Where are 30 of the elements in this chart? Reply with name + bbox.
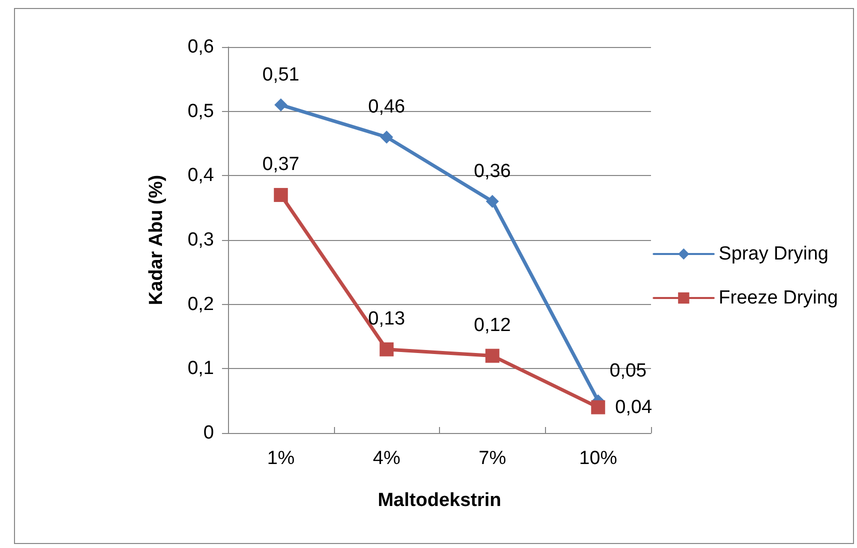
point [380, 130, 394, 144]
legend-label: Spray Drying [718, 244, 829, 264]
y-tick-label: 0,2 [188, 294, 214, 315]
point [591, 400, 606, 414]
data-label: 0,04 [615, 396, 653, 418]
y-tick-label: 0,3 [188, 230, 214, 250]
y-tick-label: 0,4 [188, 165, 214, 186]
y-tick-label: 0,1 [188, 358, 214, 380]
y-tick-label: 0,6 [188, 36, 214, 58]
point [380, 342, 394, 356]
x-tick-label: 4% [372, 448, 400, 469]
x-tick-label: 7% [478, 448, 506, 469]
y-tick-label: 0,5 [188, 100, 214, 122]
x-tick-label: 10% [579, 448, 618, 469]
x-tick-label: 1% [267, 448, 295, 469]
point [485, 348, 500, 363]
data-label: 0,51 [262, 64, 300, 86]
data-label: 0,05 [610, 360, 647, 382]
point [274, 188, 288, 202]
data-label: 0,12 [474, 314, 511, 336]
point [274, 98, 288, 112]
legend-label: Freeze Drying [718, 288, 838, 308]
y-axis-title: Kadar Abu (%) [146, 174, 167, 306]
data-label: 0,13 [368, 308, 406, 330]
point [486, 194, 499, 208]
data-label: 0,37 [262, 154, 300, 175]
data-label: 0,46 [368, 96, 406, 118]
y-tick-label: 0 [203, 422, 214, 444]
x-axis-title: Maltodekstrin [378, 490, 502, 511]
data-label: 0,36 [474, 160, 511, 182]
